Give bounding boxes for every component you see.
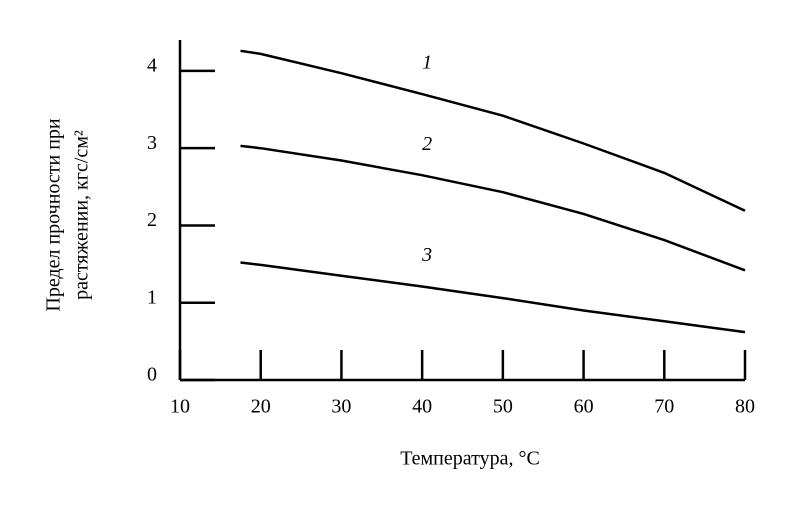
x-tick-label: 50: [493, 396, 513, 418]
y-axis-label: Предел прочности при: [43, 118, 65, 312]
series-label: 2: [422, 133, 432, 155]
x-tick-label: 60: [574, 396, 594, 418]
x-tick-label: 20: [251, 396, 271, 418]
x-tick-label: 10: [170, 396, 190, 418]
line-series: [240, 144, 746, 272]
x-axis-label: Температура, °C: [400, 448, 540, 470]
y-tick-label: 2: [147, 209, 157, 231]
x-tick-label: 30: [331, 396, 351, 418]
x-tick-label: 70: [654, 396, 674, 418]
x-tick-label: 40: [412, 396, 432, 418]
y-tick-label: 1: [147, 286, 157, 308]
series-label: 3: [421, 244, 432, 266]
x-tick-label: 80: [735, 396, 755, 418]
y-tick-label: 3: [147, 132, 157, 154]
series-label: 1: [422, 52, 432, 74]
y-tick-label: 0: [147, 364, 157, 386]
y-axis-label: растяжении, кгс/см²: [71, 130, 93, 300]
line-series: [240, 261, 746, 334]
y-tick-label: 4: [147, 55, 157, 77]
line-series: [240, 49, 746, 212]
